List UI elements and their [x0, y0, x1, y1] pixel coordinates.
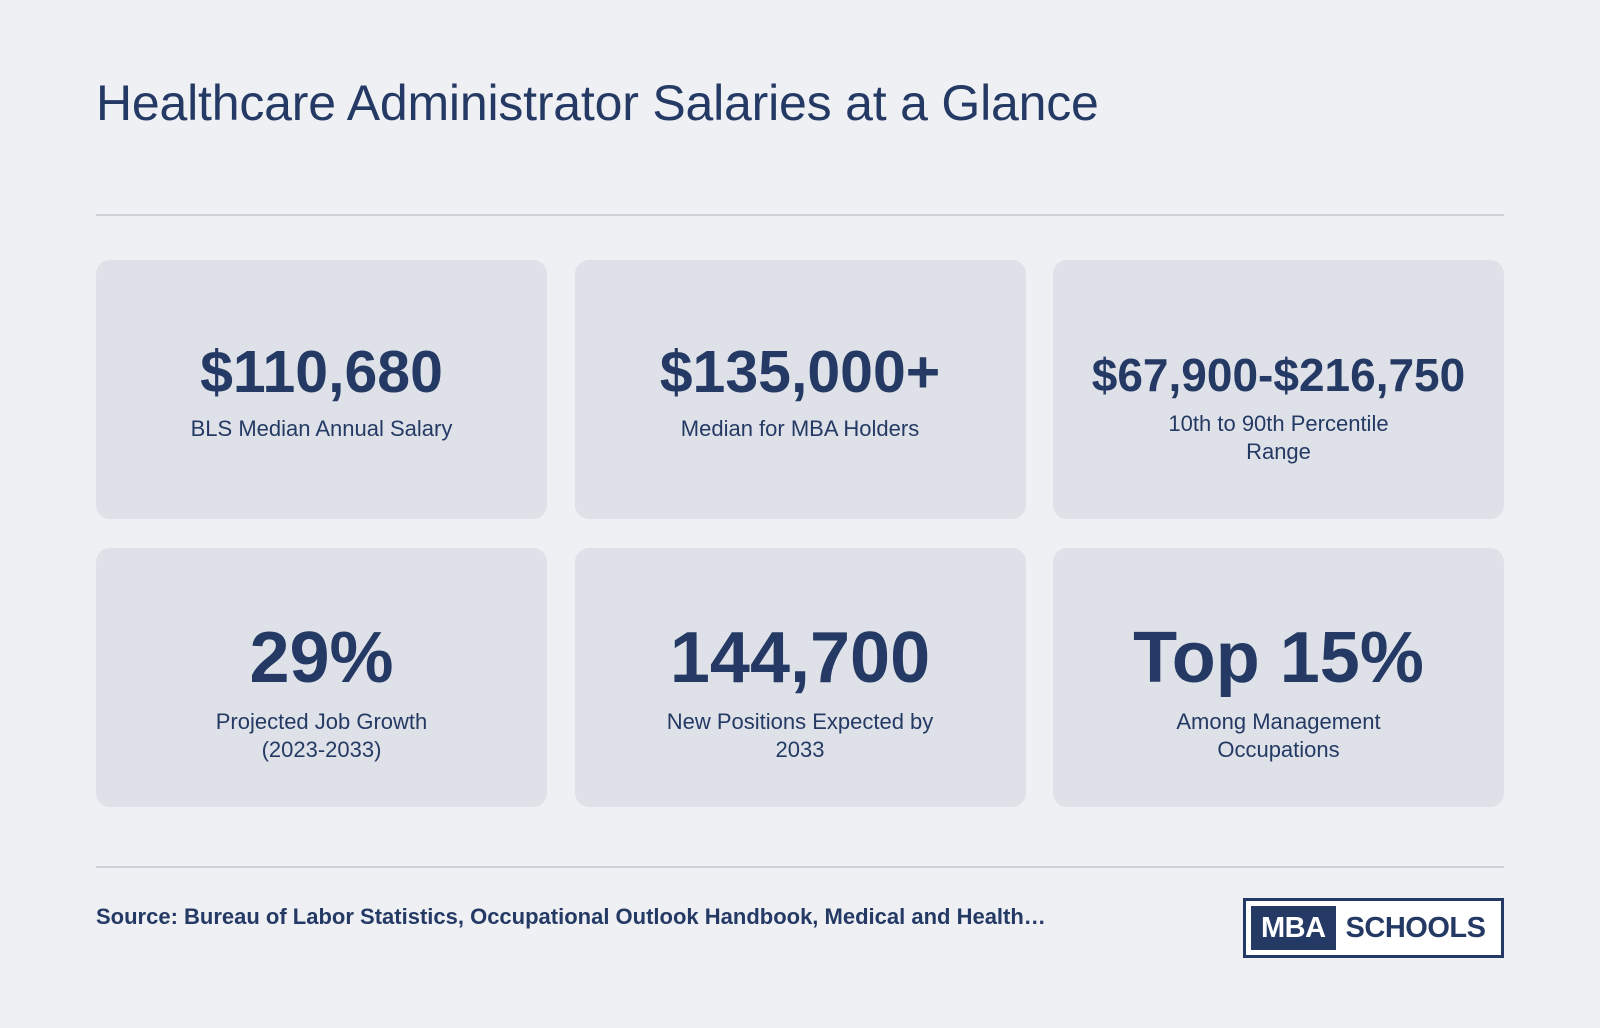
stat-label: BLS Median Annual Salary — [190, 416, 453, 441]
stat-value: 144,700 — [669, 618, 931, 698]
stat-value: $110,680 — [200, 339, 443, 405]
stat-label: Projected Job Growth (2023-2033) — [215, 709, 428, 762]
stat-label: New Positions Expected by 2033 — [666, 709, 934, 762]
top-divider — [96, 214, 1504, 216]
stat-value: Top 15% — [1133, 618, 1424, 698]
stat-card-mba-median: $135,000+ Median for MBA Holders — [574, 260, 1026, 519]
stat-label: Among Management Occupations — [1176, 709, 1381, 762]
stats-grid: $110,680 BLS Median Annual Salary $135,0… — [96, 260, 1504, 807]
stat-card-percentile-range: $67,900-$216,750 10th to 90th Percentile… — [1053, 260, 1504, 519]
stat-card-median-salary: $110,680 BLS Median Annual Salary — [96, 260, 547, 519]
mba-schools-logo[interactable]: MBA SCHOOLS — [1243, 898, 1504, 958]
bottom-divider — [96, 866, 1504, 868]
logo-mba-text: MBA — [1251, 906, 1336, 950]
page-title: Healthcare Administrator Salaries at a G… — [96, 75, 1099, 131]
source-citation: Source: Bureau of Labor Statistics, Occu… — [96, 904, 1046, 929]
stat-value: 29% — [249, 618, 394, 698]
stat-card-new-positions: 144,700 New Positions Expected by 2033 — [574, 548, 1026, 807]
logo-schools-text: SCHOOLS — [1345, 911, 1486, 944]
stat-card-management-rank: Top 15% Among Management Occupations — [1053, 548, 1504, 807]
stat-card-job-growth: 29% Projected Job Growth (2023-2033) — [96, 548, 547, 807]
stat-value: $135,000+ — [659, 339, 941, 405]
stat-value: $67,900-$216,750 — [1091, 349, 1466, 401]
stat-label: 10th to 90th Percentile Range — [1168, 411, 1389, 464]
stat-label: Median for MBA Holders — [680, 416, 920, 441]
